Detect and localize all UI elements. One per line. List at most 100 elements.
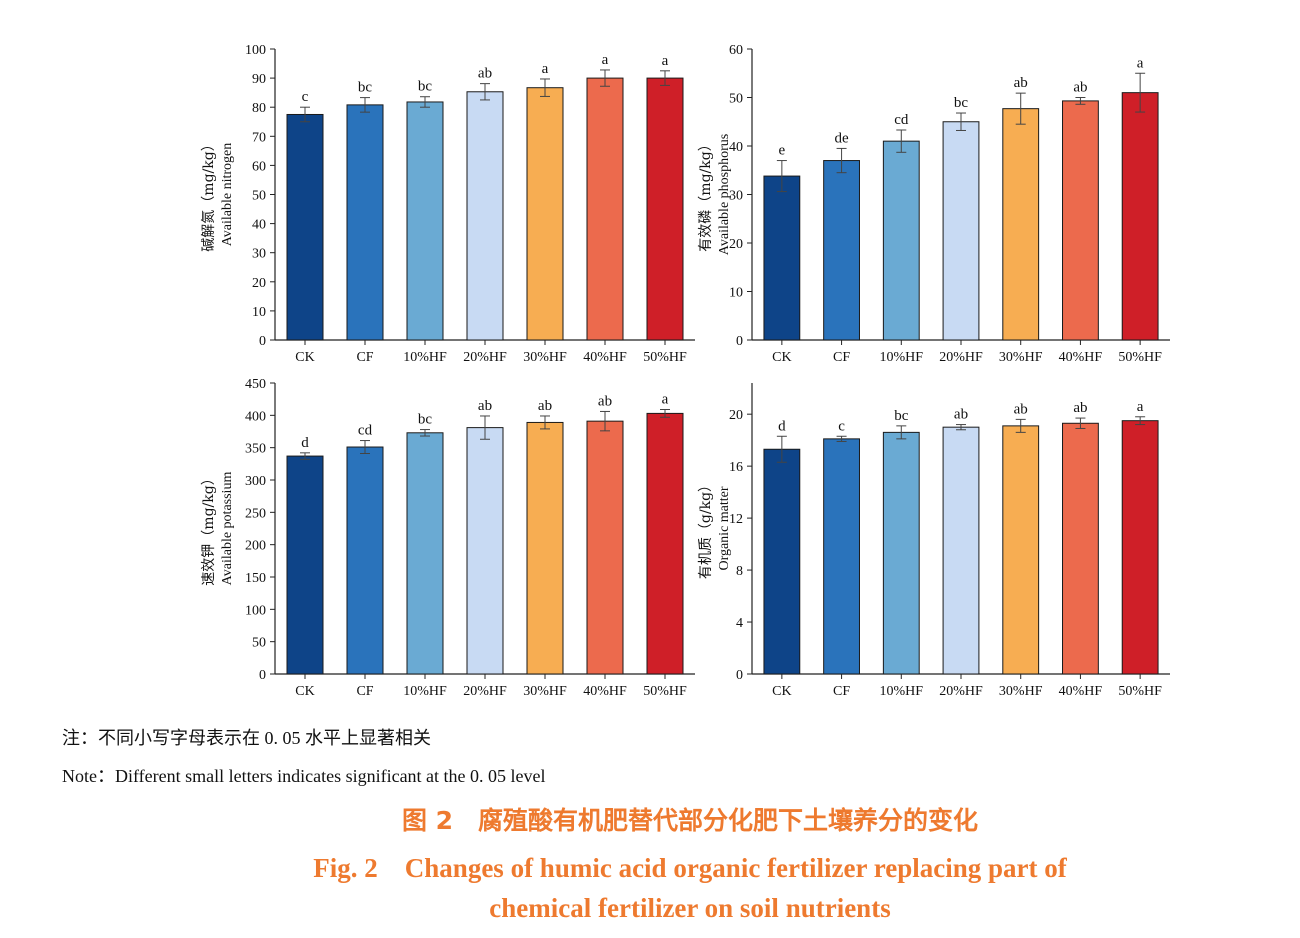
chart4-x-tick-label: 30%HF [999,684,1043,699]
chart2-bar-40%HF [1062,100,1099,341]
chart4-significance-letter: d [778,418,786,434]
chart1-x-tick-label: 50%HF [643,350,687,365]
chart2-significance-letter: a [1137,55,1144,71]
chart3-y-tick-label: 150 [245,571,266,586]
chart2-significance-letter: cd [894,112,909,128]
chart3-bar-CK [286,455,324,675]
chart2-x-tick-label: CK [772,350,791,365]
chart4-significance-letter: ab [954,407,968,423]
chart4-bar-10%HF [882,431,920,675]
chart2-ylabel-en: Available phosphorus [717,134,732,255]
chart1-y-tick-label: 60 [252,159,266,174]
chart2-bar-20%HF [942,121,980,341]
chart3-bar-20%HF [466,427,504,675]
chart4-y-tick-label: 0 [736,668,743,683]
chart1-y-tick-label: 40 [252,218,266,233]
chart4-y-tick-label: 12 [729,512,743,527]
chart3-significance-letter: ab [478,398,492,414]
chart2-bar-30%HF [1002,108,1040,341]
chart3-y-tick-label: 200 [245,539,266,554]
chart1-significance-letter: a [602,52,609,68]
chart4-bar-CK [763,448,801,675]
chart3-significance-letter: ab [538,398,552,414]
chart4-significance-letter: bc [894,408,909,424]
chart3-significance-letter: d [301,435,309,451]
chart2-bar-10%HF [882,140,920,341]
chart3-y-tick-label: 400 [245,409,266,424]
chart1-significance-letter: ab [478,66,492,82]
chart2-ylabel-cn: 有效磷（mg/kg） [698,137,714,251]
chart3-significance-letter: a [662,392,669,408]
chart3-significance-letter: ab [598,393,612,409]
chart1-x-tick-label: CF [356,350,373,365]
figure-caption-chinese: 图 2 腐殖酸有机肥替代部分化肥下土壤养分的变化 [401,806,979,835]
chart3-x-tick-label: 50%HF [643,684,687,699]
chart3-x-tick-label: 10%HF [403,684,447,699]
chart1-y-tick-label: 30 [252,247,266,262]
chart3-x-tick-label: 40%HF [583,684,627,699]
chart2-y-tick-label: 10 [729,286,743,301]
chart3-bar-CF [346,446,384,675]
figure-caption-english-line1: Fig. 2 Changes of humic acid organic fer… [313,853,1067,883]
chart4-ylabel-en: Organic matter [717,486,732,570]
chart3-y-tick-label: 50 [252,636,266,651]
chart1-bar-CK [286,113,324,341]
chart2-y-tick-label: 40 [729,140,743,155]
chart4-significance-letter: ab [1014,401,1028,417]
chart3-x-tick-label: 20%HF [463,684,507,699]
chart2-x-tick-label: 20%HF [939,350,983,365]
chart1-significance-letter: c [302,89,309,105]
chart1-significance-letter: bc [358,80,373,96]
chart4-ylabel-cn: 有机质（g/kg） [698,478,714,579]
chart2-x-tick-label: 50%HF [1118,350,1162,365]
chart1-bar-40%HF [586,77,624,341]
chart3-bar-10%HF [406,432,444,675]
chart4-y-tick-label: 8 [736,564,743,579]
chart1-y-tick-label: 100 [245,43,266,58]
chart2-y-tick-label: 50 [729,92,743,107]
chart2-bar-CF [823,160,860,341]
chart4-x-tick-label: 50%HF [1118,684,1162,699]
chart1-x-tick-label: 40%HF [583,350,627,365]
chart4-x-tick-label: 20%HF [939,684,983,699]
chart4-x-tick-label: CK [772,684,791,699]
chart3-x-tick-label: CF [356,684,373,699]
chart1-y-tick-label: 90 [252,72,266,87]
chart2-bar-50%HF [1121,92,1159,341]
chart3-y-tick-label: 250 [245,506,266,521]
chart2-significance-letter: e [779,143,786,159]
chart2-bar-CK [763,175,801,341]
chart1-y-tick-label: 0 [259,334,266,349]
chart1-significance-letter: a [662,53,669,69]
chart4-significance-letter: a [1137,399,1144,415]
chart2-y-tick-label: 20 [729,237,743,252]
chart4-bar-CF [823,438,860,675]
chart4-x-tick-label: 40%HF [1059,684,1103,699]
chart2-x-tick-label: 30%HF [999,350,1043,365]
chart3-significance-letter: bc [418,412,433,428]
chart1-x-tick-label: 10%HF [403,350,447,365]
chart1-y-tick-label: 70 [252,130,266,145]
chart2-significance-letter: bc [954,95,969,111]
chart3-significance-letter: cd [358,423,373,439]
chart4-significance-letter: c [838,418,845,434]
chart3-y-tick-label: 0 [259,668,266,683]
chart2-y-tick-label: 0 [736,334,743,349]
chart1-bar-10%HF [406,101,444,341]
chart4-y-tick-label: 16 [729,460,743,475]
chart1-bar-CF [346,104,384,341]
note-chinese: 注：不同小写字母表示在 0. 05 水平上显著相关 [62,728,431,748]
chart4-x-tick-label: CF [833,684,850,699]
chart2-y-tick-label: 60 [729,43,743,58]
chart4-y-tick-label: 4 [736,616,743,631]
figure-caption-english-line2: chemical fertilizer on soil nutrients [489,893,891,923]
chart4-y-tick-label: 20 [729,408,743,423]
chart1-significance-letter: bc [418,79,433,95]
chart1-significance-letter: a [542,61,549,77]
chart1-y-tick-label: 20 [252,276,266,291]
chart1-bar-30%HF [526,87,564,341]
chart3-y-tick-label: 100 [245,603,266,618]
chart3-y-tick-label: 300 [245,474,266,489]
chart3-ylabel-en: Available potassium [220,472,235,586]
